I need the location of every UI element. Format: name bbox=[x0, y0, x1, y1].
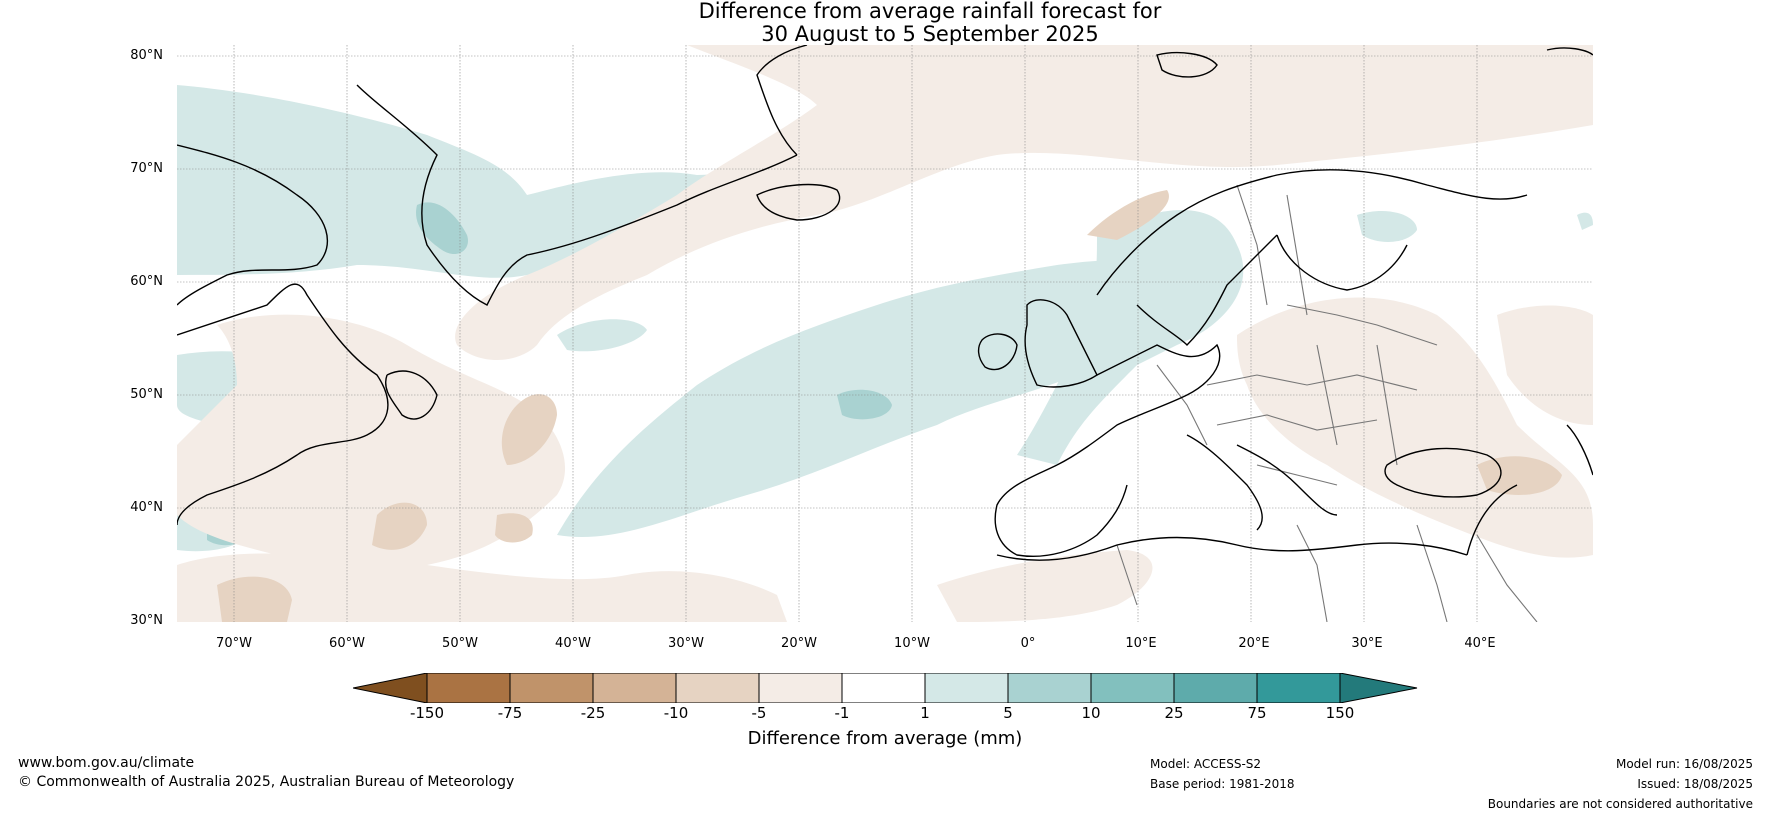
colorbar-bin-neg10 bbox=[675, 673, 760, 703]
colorbar-tick-neg10: -10 bbox=[663, 704, 689, 722]
colorbar-extend-high bbox=[1339, 673, 1418, 703]
anomaly-area-scandinavia-east bbox=[1357, 210, 1417, 242]
colorbar-tick-pos150: 150 bbox=[1325, 704, 1355, 722]
anomaly-area-caucasus-dry bbox=[1477, 456, 1562, 495]
anomaly-area-central-atlantic-core2 bbox=[372, 502, 427, 550]
coast-sweden-baltic bbox=[1136, 234, 1278, 346]
colorbar-tick-pos1: 1 bbox=[920, 704, 930, 722]
colorbar-bin-pos10 bbox=[1090, 673, 1175, 703]
colorbar-label: Difference from average (mm) bbox=[747, 728, 1023, 749]
lon-label-40w: 40°W bbox=[555, 636, 591, 651]
coast-north-africa bbox=[996, 536, 1468, 561]
lat-label-70n: 70°N bbox=[130, 161, 163, 176]
colorbar-extend-low bbox=[353, 673, 428, 703]
colorbar-tick-neg1: -1 bbox=[834, 704, 850, 722]
coastlines bbox=[177, 45, 1593, 561]
lat-label-80n: 80°N bbox=[130, 48, 163, 63]
colorbar-bin-neg5 bbox=[758, 673, 843, 703]
coast-labrador bbox=[177, 283, 389, 526]
coast-ireland bbox=[977, 333, 1018, 371]
lon-label-40e: 40°E bbox=[1464, 636, 1496, 651]
colorbar-bin-neg150 bbox=[426, 673, 511, 703]
colorbar-tick-neg25: -25 bbox=[580, 704, 606, 722]
colorbar-tick-neg5: -5 bbox=[751, 704, 767, 722]
colorbar-tick-neg150: -150 bbox=[409, 704, 445, 722]
boundaries-disclaimer: Boundaries are not considered authoritat… bbox=[1487, 797, 1753, 811]
coast-greenland-west bbox=[356, 84, 798, 306]
lat-label-40n: 40°N bbox=[130, 500, 163, 515]
lon-label-70w: 70°W bbox=[216, 636, 252, 651]
lon-label-20w: 20°W bbox=[781, 636, 817, 651]
chart-title: Difference from average rainfall forecas… bbox=[0, 0, 1770, 46]
model-name: Model: ACCESS-S2 bbox=[1150, 757, 1262, 771]
colorbar-tick-neg75: -75 bbox=[497, 704, 523, 722]
coast-novaya bbox=[1546, 47, 1593, 56]
anomaly-area-north-africa-dry bbox=[937, 550, 1153, 622]
coast-caspian bbox=[1566, 424, 1593, 476]
anomaly-area-greenland-wet bbox=[177, 85, 837, 282]
coast-iberia bbox=[994, 464, 1128, 557]
lon-label-30e: 30°E bbox=[1351, 636, 1383, 651]
website-link[interactable]: www.bom.gov.au/climate bbox=[18, 755, 195, 771]
anomaly-area-scandinavia-dry bbox=[1087, 190, 1169, 240]
anomaly-area-atlantic-core bbox=[837, 389, 892, 420]
base-period: Base period: 1981-2018 bbox=[1150, 777, 1295, 791]
anomaly-area-subtropic-dry bbox=[177, 553, 787, 622]
lat-label-30n: 30°N bbox=[130, 613, 163, 628]
lat-label-50n: 50°N bbox=[130, 387, 163, 402]
title-line-1: Difference from average rainfall forecas… bbox=[698, 0, 1162, 23]
copyright-text: © Commonwealth of Australia 2025, Austra… bbox=[18, 774, 515, 790]
colorbar-bin-pos1 bbox=[924, 673, 1009, 703]
anomaly-area-central-atlantic-dry bbox=[177, 314, 566, 570]
coast-greenland-northeast bbox=[756, 45, 808, 156]
coast-black-sea bbox=[1384, 447, 1502, 498]
coast-italy bbox=[1186, 434, 1263, 531]
anomaly-area-north-sea bbox=[1017, 210, 1244, 465]
anomaly-area-north-atlantic-dry bbox=[455, 45, 1593, 360]
colorbar-tick-pos25: 25 bbox=[1164, 704, 1184, 722]
anomaly-area-central-atlantic-core1 bbox=[501, 394, 557, 465]
lon-label-30w: 30°W bbox=[668, 636, 704, 651]
issued-date: Issued: 18/08/2025 bbox=[1637, 777, 1753, 791]
anomaly-area-far-east bbox=[1577, 212, 1593, 230]
lon-label-0: 0° bbox=[1020, 636, 1036, 651]
lon-label-20e: 20°E bbox=[1238, 636, 1270, 651]
anomaly-area-mid-atlantic-small bbox=[557, 319, 647, 352]
map-svg bbox=[177, 45, 1593, 622]
coast-balkans bbox=[1236, 444, 1338, 516]
anomaly-area-greenland-core bbox=[416, 202, 468, 255]
title-line-2: 30 August to 5 September 2025 bbox=[761, 22, 1099, 46]
colorbar-bin-pos5 bbox=[1007, 673, 1092, 703]
rainfall-anomaly-map bbox=[177, 45, 1593, 622]
anomaly-area-russia-dry bbox=[1497, 305, 1593, 425]
colorbar-bin-neg25 bbox=[592, 673, 677, 703]
lon-label-10w: 10°W bbox=[894, 636, 930, 651]
coast-britain bbox=[1024, 299, 1098, 388]
coast-iceland bbox=[756, 183, 841, 221]
coast-norway bbox=[1096, 169, 1528, 296]
coast-finland bbox=[1276, 234, 1408, 291]
colorbar-bin-pos75 bbox=[1256, 673, 1341, 703]
anomaly-area-subtropic-core bbox=[217, 576, 292, 622]
colorbar-bin-neg1 bbox=[841, 673, 926, 703]
coast-middle-east bbox=[1466, 484, 1518, 556]
coast-western-europe bbox=[1056, 343, 1221, 466]
lon-label-60w: 60°W bbox=[329, 636, 365, 651]
coast-svalbard bbox=[1156, 52, 1218, 78]
positive-anomaly-areas bbox=[177, 49, 1593, 622]
colorbar-bin-pos25 bbox=[1173, 673, 1258, 703]
graticule bbox=[177, 45, 1593, 622]
colorbar-bin-neg75 bbox=[509, 673, 594, 703]
model-run-date: Model run: 16/08/2025 bbox=[1615, 757, 1753, 771]
colorbar-tick-pos75: 75 bbox=[1247, 704, 1267, 722]
lon-label-10e: 10°E bbox=[1125, 636, 1157, 651]
lat-label-60n: 60°N bbox=[130, 274, 163, 289]
coast-newfoundland bbox=[385, 370, 438, 420]
colorbar-tick-pos5: 5 bbox=[1003, 704, 1013, 722]
colorbar bbox=[353, 673, 1418, 703]
lon-label-50w: 50°W bbox=[442, 636, 478, 651]
coast-baffin bbox=[177, 144, 328, 306]
colorbar-tick-pos10: 10 bbox=[1081, 704, 1101, 722]
anomaly-area-central-atlantic-core3 bbox=[495, 513, 533, 543]
